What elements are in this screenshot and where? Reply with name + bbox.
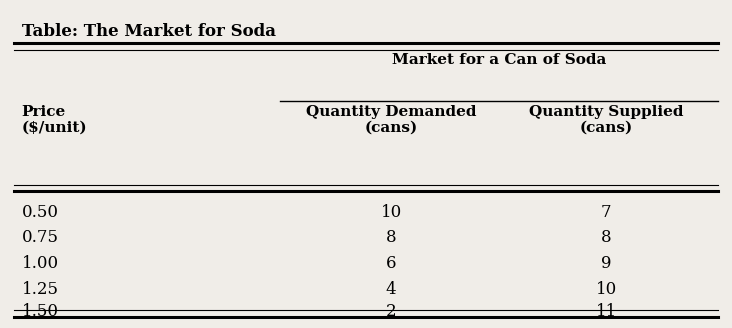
Text: 8: 8 — [601, 229, 612, 246]
Text: 7: 7 — [601, 204, 612, 221]
Text: 8: 8 — [386, 229, 397, 246]
Text: 0.75: 0.75 — [22, 229, 59, 246]
Text: 6: 6 — [386, 255, 396, 272]
Text: 2: 2 — [386, 303, 397, 320]
Text: 11: 11 — [596, 303, 617, 320]
Text: Quantity Supplied
(cans): Quantity Supplied (cans) — [529, 105, 684, 135]
Text: 1.50: 1.50 — [22, 303, 59, 320]
Text: 0.50: 0.50 — [22, 204, 59, 221]
Text: 10: 10 — [596, 281, 617, 298]
Text: Table: The Market for Soda: Table: The Market for Soda — [22, 23, 276, 40]
Text: 1.25: 1.25 — [22, 281, 59, 298]
Text: Quantity Demanded
(cans): Quantity Demanded (cans) — [306, 105, 477, 135]
Text: 10: 10 — [381, 204, 402, 221]
Text: Market for a Can of Soda: Market for a Can of Soda — [392, 53, 606, 67]
Text: 9: 9 — [601, 255, 611, 272]
Text: Price
($/unit): Price ($/unit) — [22, 105, 87, 135]
Text: 4: 4 — [386, 281, 397, 298]
Text: 1.00: 1.00 — [22, 255, 59, 272]
